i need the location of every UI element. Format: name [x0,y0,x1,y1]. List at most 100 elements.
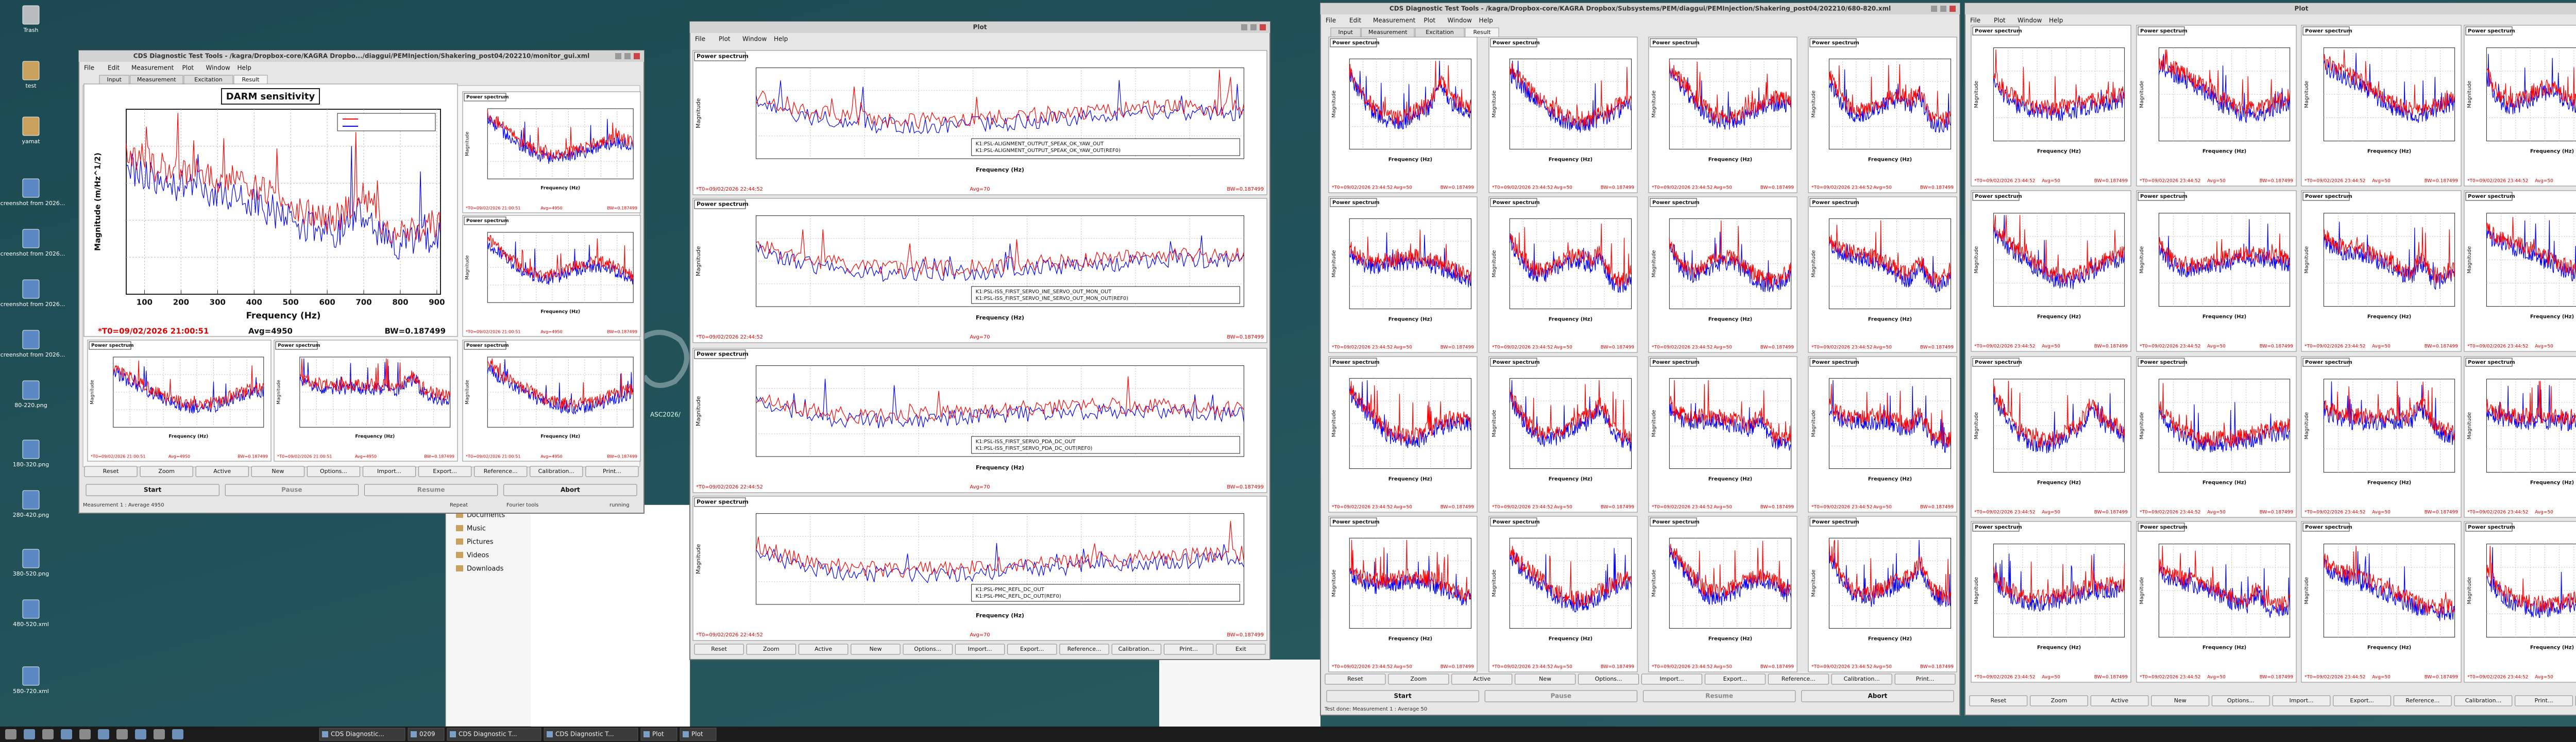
tab-label[interactable]: Input [107,76,122,83]
menu-item[interactable]: Edit [108,64,120,72]
button[interactable] [1578,673,1639,685]
button[interactable] [2090,695,2149,706]
desktop-icon[interactable] [22,279,40,299]
menu-item[interactable]: Help [774,36,788,43]
desktop-icon[interactable] [22,599,40,619]
desktop-icon-label[interactable]: 80-220.png [14,402,47,409]
taskbar-item-icon[interactable] [547,731,553,737]
tab-label[interactable]: Result [1473,29,1492,36]
desktop-icon[interactable] [22,229,40,248]
menu-item[interactable]: Plot [1994,17,2006,24]
desktop-icon[interactable] [22,380,40,400]
button[interactable] [585,466,639,477]
desktop-icon-label[interactable]: 480-520.xml [13,621,49,628]
button-label[interactable]: Reset [711,646,727,652]
button-label[interactable]: Calibration... [2465,697,2501,704]
button-label[interactable]: Import... [377,468,401,475]
desktop-icon-label[interactable]: 180-320.png [13,461,49,468]
desktop-icon-label[interactable]: 380-520.png [13,570,49,577]
control-button-label[interactable]: Abort [1868,693,1887,700]
button-label[interactable]: Zoom [763,646,779,652]
button-label[interactable]: Export... [1723,676,1748,682]
button[interactable] [746,644,796,655]
desktop-icon-label[interactable]: Screenshot from 2026... [0,301,65,308]
desktop-icon-label[interactable]: 580-720.xml [13,688,49,695]
taskbar-item-icon[interactable] [683,731,689,737]
menu-item[interactable]: Window [742,36,767,43]
control-button-label[interactable]: Pause [1551,693,1571,700]
button-label[interactable]: New [1539,676,1551,682]
button-label[interactable]: Options... [2227,697,2255,704]
window-control[interactable] [1250,24,1257,30]
button-label[interactable]: Active [213,468,231,475]
menu-item[interactable]: Plot [182,64,194,72]
button[interactable] [1704,673,1766,685]
launcher-icon[interactable] [42,729,54,739]
menu-item[interactable]: Plot [1424,17,1436,24]
taskbar-item[interactable] [447,728,541,741]
window-control[interactable] [1260,24,1266,30]
control-button[interactable] [1643,690,1796,702]
button-label[interactable]: Zoom [2051,697,2067,704]
tab-label[interactable]: Measurement [1368,29,1408,36]
desktop-icon-label[interactable]: 280-420.png [13,512,49,518]
button-label[interactable]: Calibration... [1843,676,1879,682]
button[interactable] [418,466,472,477]
desktop-icon-label[interactable]: Screenshot from 2026... [0,351,65,358]
control-button-label[interactable]: Start [1394,693,1412,700]
menu-item[interactable]: Plot [719,36,731,43]
button[interactable] [2272,695,2331,706]
button[interactable] [363,466,416,477]
button-label[interactable]: Options... [914,646,941,652]
button[interactable] [955,644,1005,655]
taskbar-item-icon[interactable] [450,731,456,737]
launcher-icon[interactable] [79,729,91,739]
button[interactable] [1451,673,1513,685]
button[interactable] [1894,673,1956,685]
desktop-icon-label[interactable]: Screenshot from 2026... [0,200,65,207]
button-label[interactable]: Print... [1179,646,1198,652]
button[interactable] [84,466,138,477]
taskbar-item-label[interactable]: CDS Diagnostic... [331,731,384,738]
button-label[interactable]: Reference... [2405,697,2439,704]
desktop-icon[interactable] [22,666,40,686]
button-label[interactable]: Print... [603,468,621,475]
button-label[interactable]: Active [815,646,832,652]
control-button-label[interactable]: Abort [561,486,580,494]
button[interactable] [903,644,953,655]
button-label[interactable]: Reference... [1067,646,1101,652]
tab-label[interactable]: Input [1338,29,1353,36]
button-label[interactable]: Zoom [158,468,175,475]
tab-label[interactable]: Measurement [137,76,176,83]
control-button[interactable] [364,484,498,496]
button[interactable] [694,644,744,655]
menu-item[interactable]: Help [1479,17,1493,24]
button-label[interactable]: Active [2111,697,2128,704]
button-label[interactable]: Zoom [1410,676,1427,682]
button-label[interactable]: New [869,646,882,652]
place-item[interactable]: Downloads [467,565,504,573]
button-label[interactable]: Reset [103,468,119,475]
button-label[interactable]: Exit [1235,646,1247,652]
button[interactable] [1216,644,1266,655]
button-label[interactable]: Import... [1659,676,1684,682]
menu-item[interactable]: File [1970,17,1980,24]
button-label[interactable]: Calibration... [538,468,574,475]
button[interactable] [1059,644,1109,655]
button[interactable] [2030,695,2088,706]
button[interactable] [2515,695,2573,706]
folder-icon[interactable] [456,525,463,531]
button-label[interactable]: Export... [1020,646,1044,652]
window-control[interactable] [615,53,621,59]
button-label[interactable]: Print... [1916,676,1935,682]
menu-item[interactable]: Help [2049,17,2063,24]
desktop-icon-label[interactable]: test [25,82,37,89]
button[interactable] [799,644,849,655]
button[interactable] [1831,673,1892,685]
menu-item[interactable]: Edit [1349,17,1362,24]
taskbar-item[interactable] [544,728,638,741]
folder-icon[interactable] [456,538,463,545]
taskbar-item[interactable] [319,728,405,741]
window-control[interactable] [1940,6,1946,12]
desktop-icon-label[interactable]: Trash [23,27,38,33]
